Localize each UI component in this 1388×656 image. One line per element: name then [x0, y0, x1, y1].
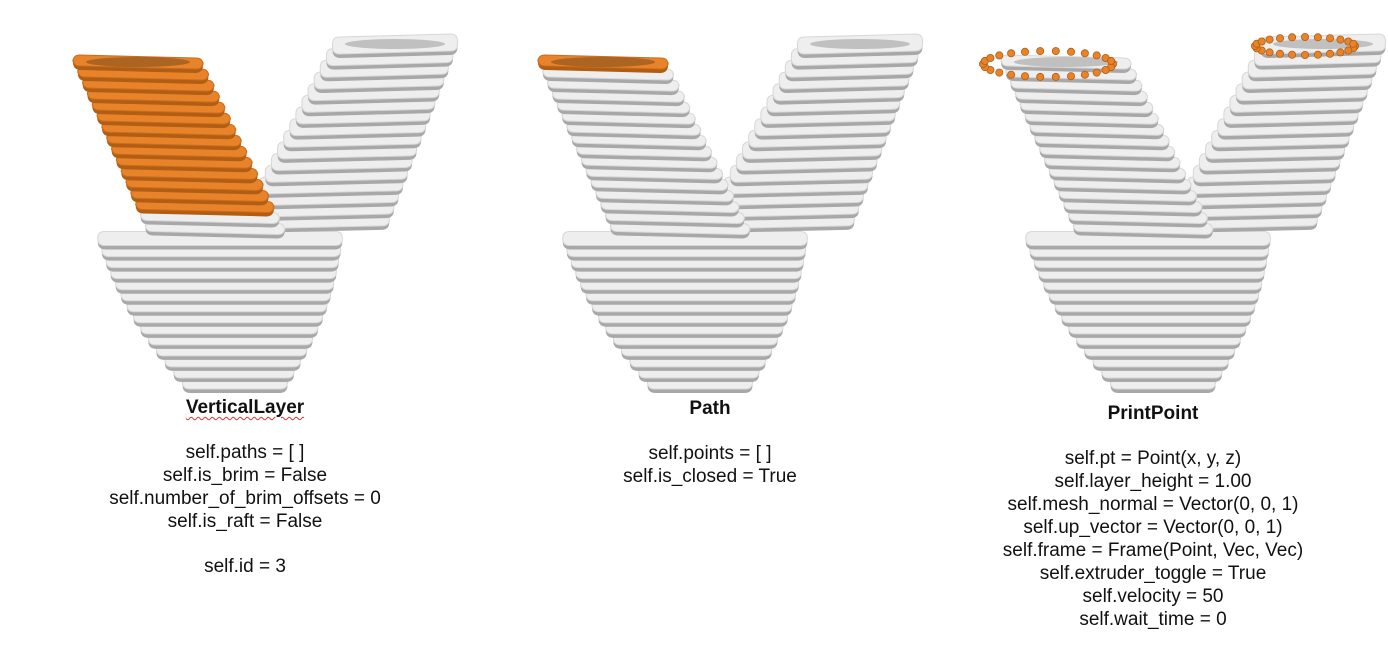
- path-svg: [485, 20, 935, 395]
- print-point-dot: [1037, 48, 1044, 55]
- attribute-line: self.is_brim = False: [20, 464, 470, 487]
- print-point-dot: [1108, 57, 1115, 64]
- print-point-dot: [1037, 73, 1044, 80]
- attribute-line: self.number_of_brim_offsets = 0: [20, 487, 470, 510]
- print-point-dot: [996, 52, 1003, 59]
- v-shape-render-vertical-layer: [20, 20, 470, 395]
- caption-vertical-layer: VerticalLayer self.paths = [ ] self.is_b…: [20, 397, 470, 578]
- print-point-dot: [1021, 73, 1028, 80]
- attribute-line: self.points = [ ]: [485, 442, 935, 465]
- print-point-dot: [1067, 48, 1074, 55]
- panel-print-point: PrintPoint self.pt = Point(x, y, z) self…: [948, 0, 1388, 656]
- print-point-dot: [1276, 35, 1283, 42]
- print-point-dot: [1093, 52, 1100, 59]
- attribute-line: self.paths = [ ]: [20, 441, 470, 464]
- attribute-line: self.layer_height = 1.00: [928, 470, 1378, 493]
- attribute-line: self.frame = Frame(Point, Vec, Vec): [928, 539, 1378, 562]
- attribute-line: self.is_raft = False: [20, 510, 470, 533]
- panel-vertical-layer: VerticalLayer self.paths = [ ] self.is_b…: [20, 0, 470, 656]
- v-shape: [538, 34, 923, 393]
- print-point-dot: [1276, 50, 1283, 57]
- print-point-dot: [1093, 69, 1100, 76]
- print-point-dot: [987, 54, 994, 61]
- print-point-dot: [1008, 50, 1015, 57]
- v-shape: [73, 34, 458, 393]
- print-point-dot: [1008, 71, 1015, 78]
- print-point-dot: [1326, 50, 1333, 57]
- print-point-dot: [1289, 51, 1296, 58]
- print-point-dot: [1301, 51, 1308, 58]
- print-point-dot: [1337, 36, 1344, 43]
- v-shape: [979, 33, 1385, 393]
- attribute-line: self.velocity = 50: [928, 585, 1378, 608]
- v-shape-render-print-point: [948, 20, 1388, 395]
- print-point-dot: [1067, 73, 1074, 80]
- caption-path: Path self.points = [ ] self.is_closed = …: [485, 398, 935, 488]
- attribute-line: self.pt = Point(x, y, z): [928, 447, 1378, 470]
- v-shape-render-path: [485, 20, 935, 395]
- print-point-dot: [1314, 51, 1321, 58]
- print-point-dot: [1337, 49, 1344, 56]
- attribute-list: self.points = [ ] self.is_closed = True: [485, 442, 935, 488]
- panel-path: Path self.points = [ ] self.is_closed = …: [485, 0, 935, 656]
- panel-title: VerticalLayer: [20, 397, 470, 419]
- attribute-line: self.extruder_toggle = True: [928, 562, 1378, 585]
- print-point-dot: [1350, 40, 1357, 47]
- print-point-dot: [1345, 47, 1352, 54]
- print-point-dot: [1289, 34, 1296, 41]
- print-point-dot: [1052, 48, 1059, 55]
- caption-print-point: PrintPoint self.pt = Point(x, y, z) self…: [928, 403, 1378, 631]
- print-point-dot: [1266, 49, 1273, 56]
- print-point-dot: [1052, 73, 1059, 80]
- attribute-line: self.id = 3: [20, 555, 470, 578]
- print-point-dot: [1266, 36, 1273, 43]
- attribute-line: self.wait_time = 0: [928, 608, 1378, 631]
- attribute-line: self.is_closed = True: [485, 465, 935, 488]
- print-point-dot: [1102, 66, 1109, 73]
- panel-title: PrintPoint: [928, 403, 1378, 425]
- attribute-line: self.mesh_normal = Vector(0, 0, 1): [928, 493, 1378, 516]
- attribute-line: self.up_vector = Vector(0, 0, 1): [928, 516, 1378, 539]
- print-point-dot: [1081, 71, 1088, 78]
- print-point-dot: [1314, 34, 1321, 41]
- panel-title: Path: [485, 398, 935, 420]
- print-point-dot: [1081, 50, 1088, 57]
- vertical-layer-svg: [20, 20, 470, 395]
- attribute-list: self.paths = [ ] self.is_brim = False se…: [20, 441, 470, 578]
- print-point-dot: [1326, 35, 1333, 42]
- attribute-list: self.pt = Point(x, y, z) self.layer_heig…: [928, 447, 1378, 631]
- print-point-dot: [996, 69, 1003, 76]
- print-point-svg: [948, 20, 1388, 395]
- print-point-dot: [1258, 38, 1265, 45]
- print-point-dot: [1021, 48, 1028, 55]
- print-point-dot: [1301, 33, 1308, 40]
